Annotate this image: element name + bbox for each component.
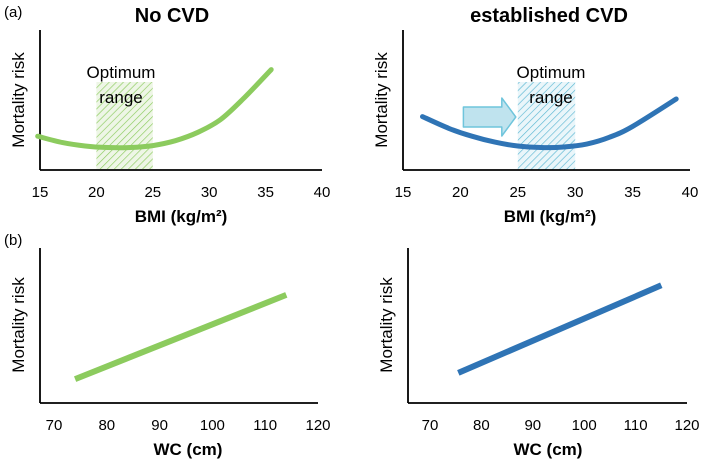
x-tick-label: 120 — [305, 417, 330, 434]
x-tick-label: 30 — [201, 184, 218, 201]
risk-curve — [420, 96, 679, 151]
risk-curve — [35, 67, 274, 151]
y-axis-label: Mortality risk — [9, 52, 28, 148]
x-tick-label: 70 — [422, 417, 439, 434]
x-tick-label: 90 — [524, 417, 541, 434]
x-tick-labels: 70 80 90 100 110 120 — [46, 417, 331, 434]
panel-label-a: (a) — [4, 4, 22, 21]
range-label: range — [99, 88, 142, 107]
wc-no-cvd-chart: 70 80 90 100 110 120 WC (cm) Mortality risk — [9, 248, 331, 459]
optimum-label: Optimum — [87, 63, 156, 82]
x-tick-label: 20 — [88, 184, 105, 201]
bmi-established-cvd-chart: established CVD Optimum range 15 20 25 30 35… — [372, 5, 698, 226]
x-axis-label: WC (cm) — [154, 440, 223, 459]
x-tick-label: 35 — [624, 184, 641, 201]
x-tick-label: 25 — [144, 184, 161, 201]
x-tick-label: 110 — [253, 417, 277, 434]
x-tick-label: 25 — [509, 184, 526, 201]
risk-line — [457, 282, 663, 376]
bmi-no-cvd-chart: No CVD Optimum range 15 20 25 30 35 40 BMI (k… — [9, 5, 330, 226]
x-tick-label: 15 — [32, 184, 49, 201]
x-axis-label: BMI (kg/m²) — [504, 207, 597, 226]
x-tick-label: 120 — [674, 417, 699, 434]
x-tick-labels: 15 20 25 30 35 40 — [395, 184, 699, 201]
x-tick-label: 110 — [624, 417, 648, 434]
chart-title: established CVD — [470, 5, 628, 27]
x-tick-label: 15 — [395, 184, 412, 201]
x-tick-label: 35 — [257, 184, 274, 201]
x-tick-label: 40 — [314, 184, 331, 201]
x-tick-label: 80 — [98, 417, 115, 434]
x-axis-label: BMI (kg/m²) — [135, 207, 228, 226]
x-tick-label: 100 — [200, 417, 225, 434]
y-axis-label: Mortality risk — [372, 52, 391, 148]
y-axis-label: Mortality risk — [377, 277, 396, 373]
y-axis-label: Mortality risk — [9, 277, 28, 373]
x-axis-label: WC (cm) — [514, 440, 583, 459]
optimum-range-band — [517, 82, 576, 170]
chart-title: No CVD — [135, 5, 209, 27]
x-tick-label: 40 — [682, 184, 699, 201]
wc-established-cvd-chart: 70 80 90 100 110 120 WC (cm) Mortality risk — [377, 248, 700, 459]
x-tick-label: 80 — [473, 417, 490, 434]
x-tick-label: 100 — [572, 417, 597, 434]
x-tick-labels: 15 20 25 30 35 40 — [32, 184, 331, 201]
x-tick-label: 70 — [46, 417, 63, 434]
panel-label-b: (b) — [4, 232, 22, 249]
shift-right-arrow — [462, 97, 517, 137]
x-tick-label: 90 — [151, 417, 168, 434]
risk-line — [73, 292, 288, 382]
x-tick-label: 30 — [567, 184, 584, 201]
optimum-label: Optimum — [517, 63, 586, 82]
x-tick-labels: 70 80 90 100 110 120 — [422, 417, 700, 434]
range-label: range — [529, 88, 572, 107]
optimum-range-band — [96, 82, 153, 169]
x-tick-label: 20 — [452, 184, 469, 201]
